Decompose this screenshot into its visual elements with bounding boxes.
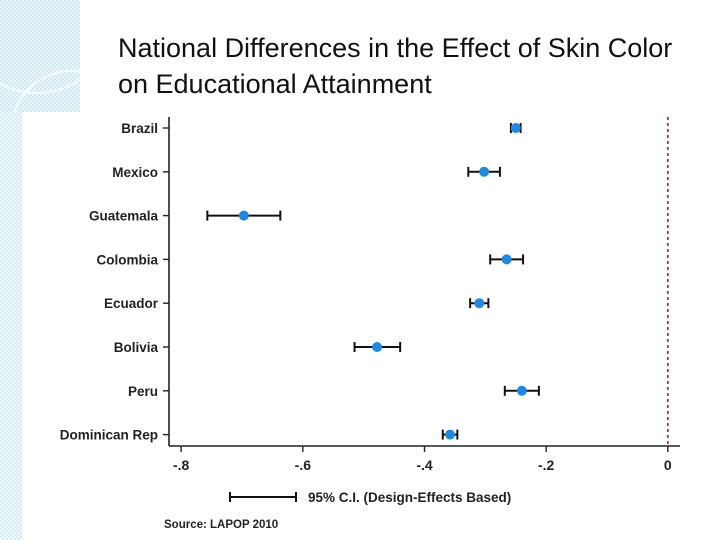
x-tick-label: 0 [664, 457, 672, 473]
y-tick-label: Brazil [121, 121, 158, 136]
source-note: Source: LAPOP 2010 [164, 519, 278, 531]
x-tick-label: -.2 [538, 457, 555, 473]
x-tick-label: -.8 [173, 457, 190, 473]
decorative-left-strip [0, 0, 22, 540]
point-estimate [516, 385, 527, 396]
legend-label: 95% C.I. (Design-Effects Based) [308, 490, 511, 505]
point-estimate [501, 254, 512, 265]
y-tick-label: Ecuador [104, 296, 159, 311]
decorative-corner-panel [0, 0, 80, 112]
y-tick-label: Dominican Rep [60, 428, 158, 443]
point-estimate [510, 123, 521, 133]
y-tick-label: Bolivia [114, 340, 159, 355]
slide-title: National Differences in the Effect of Sk… [118, 33, 673, 99]
x-tick-label: -.4 [416, 457, 433, 473]
point-estimate [479, 166, 490, 177]
point-estimate [238, 210, 249, 221]
y-tick-label: Peru [128, 384, 158, 399]
y-tick-label: Guatemala [89, 209, 159, 224]
point-estimate [445, 429, 456, 440]
y-tick-label: Colombia [96, 252, 158, 267]
y-tick-label: Mexico [112, 165, 158, 180]
point-estimate [372, 342, 383, 352]
x-tick-label: -.6 [295, 457, 312, 473]
point-estimate [474, 298, 485, 309]
